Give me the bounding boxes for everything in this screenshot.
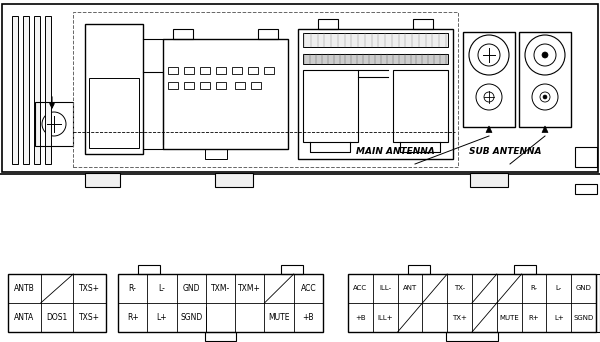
Bar	[408, 265, 430, 274]
Text: GND: GND	[575, 286, 592, 291]
Bar	[89, 78, 139, 148]
Text: R-: R-	[129, 284, 137, 293]
Bar	[596, 274, 600, 332]
Bar	[200, 67, 210, 74]
Bar	[216, 67, 226, 74]
Text: +B: +B	[355, 315, 366, 320]
Bar	[12, 16, 18, 164]
Bar	[235, 82, 245, 89]
Text: MAIN ANTENNA: MAIN ANTENNA	[356, 147, 434, 157]
Text: R+: R+	[529, 315, 539, 320]
Bar	[215, 173, 253, 187]
Bar	[2, 4, 598, 172]
Text: SUB ANTENNA: SUB ANTENNA	[469, 147, 541, 157]
Bar	[413, 19, 433, 29]
Bar	[281, 265, 303, 274]
Text: MUTE: MUTE	[268, 313, 290, 322]
Bar	[258, 29, 278, 39]
Text: TX-: TX-	[454, 286, 465, 291]
Bar	[514, 265, 536, 274]
Text: TXM+: TXM+	[238, 284, 261, 293]
Bar	[264, 67, 274, 74]
Bar	[251, 82, 261, 89]
Bar	[200, 82, 210, 89]
Circle shape	[543, 95, 547, 99]
Bar	[184, 67, 194, 74]
Bar	[575, 147, 597, 167]
Bar	[168, 82, 178, 89]
Bar	[85, 24, 143, 154]
Text: ANT: ANT	[403, 286, 417, 291]
Text: TXM-: TXM-	[211, 284, 230, 293]
Bar	[232, 67, 242, 74]
Bar	[519, 32, 571, 127]
Bar	[163, 39, 288, 149]
Text: ANTB: ANTB	[14, 284, 35, 293]
Circle shape	[542, 52, 548, 58]
Polygon shape	[542, 126, 548, 132]
Bar	[303, 54, 448, 64]
Bar	[205, 332, 236, 341]
Bar	[138, 265, 160, 274]
Bar	[463, 32, 515, 127]
Text: L-: L-	[158, 284, 166, 293]
Bar	[298, 29, 453, 159]
Bar	[446, 332, 498, 341]
Bar	[23, 16, 29, 164]
Text: R-: R-	[530, 286, 538, 291]
Text: +B: +B	[302, 313, 314, 322]
Text: TXS+: TXS+	[79, 313, 100, 322]
Text: TX+: TX+	[452, 315, 467, 320]
Bar	[85, 173, 120, 187]
Text: L-: L-	[556, 286, 562, 291]
Bar	[8, 274, 106, 332]
Text: ILL-: ILL-	[379, 286, 391, 291]
Bar	[184, 82, 194, 89]
Text: ACC: ACC	[353, 286, 367, 291]
Bar	[34, 16, 40, 164]
Bar	[35, 102, 73, 146]
Bar	[205, 149, 227, 159]
Bar	[318, 19, 338, 29]
Text: ACC: ACC	[301, 284, 316, 293]
Bar	[393, 70, 448, 142]
Bar	[118, 274, 323, 332]
Text: MUTE: MUTE	[499, 315, 519, 320]
Text: TXS+: TXS+	[79, 284, 100, 293]
Text: R+: R+	[127, 313, 139, 322]
Bar	[173, 29, 193, 39]
Bar	[45, 16, 51, 164]
Text: GND: GND	[182, 284, 200, 293]
Bar	[168, 67, 178, 74]
Text: SGND: SGND	[180, 313, 202, 322]
Bar	[348, 274, 596, 332]
Bar	[73, 12, 458, 167]
Bar	[575, 184, 597, 194]
Bar	[248, 67, 258, 74]
Bar	[216, 82, 226, 89]
Text: L+: L+	[554, 315, 563, 320]
Text: DOS1: DOS1	[46, 313, 68, 322]
Text: L+: L+	[157, 313, 167, 322]
Bar	[470, 173, 508, 187]
Bar	[303, 70, 358, 142]
Text: ILL+: ILL+	[377, 315, 393, 320]
Bar	[303, 33, 448, 47]
Text: ANTA: ANTA	[14, 313, 34, 322]
Text: SGND: SGND	[574, 315, 594, 320]
Polygon shape	[486, 126, 492, 132]
